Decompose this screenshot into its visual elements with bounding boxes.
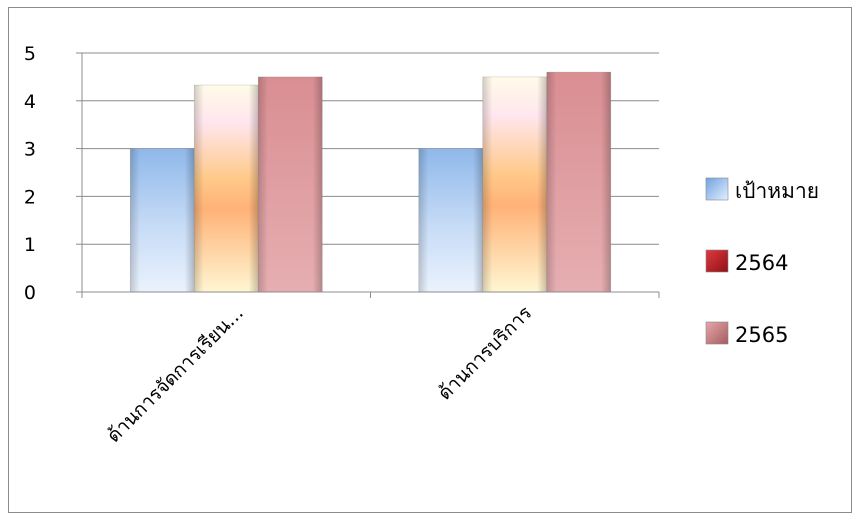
bar-shade-0-2 (258, 76, 323, 293)
y-axis: 0 1 2 3 4 5 (24, 43, 83, 304)
bar-shade-0-0 (130, 148, 195, 292)
legend-label-2: 2565 (735, 323, 788, 347)
bars (129, 71, 612, 293)
y-tick-label-5: 5 (24, 43, 36, 65)
y-tick-label-1: 1 (24, 234, 36, 256)
y-tick-label-2: 2 (24, 186, 36, 208)
bar-shade-1-2 (546, 72, 611, 293)
chart-frame: 0 1 2 3 4 5 ด้านการจัดการเรียน... ด้านการบริกา… (8, 7, 852, 513)
bar-shade-1-0 (418, 148, 483, 292)
x-axis: ด้านการจัดการเรียน... ด้านการบริการ (81, 291, 660, 447)
y-tick-label-4: 4 (24, 91, 36, 113)
bar-chart: 0 1 2 3 4 5 ด้านการจัดการเรียน... ด้านการบริกา… (24, 43, 819, 447)
legend: เป้าหมาย 2564 2565 (705, 177, 819, 347)
category-label-1: ด้านการบริการ (434, 302, 537, 405)
legend-swatch-2 (705, 321, 729, 345)
bar-shade-1-1 (482, 76, 547, 293)
y-tick-label-3: 3 (24, 139, 36, 161)
bar-shade-0-1 (194, 85, 259, 292)
legend-swatch-0 (705, 177, 729, 201)
y-tick-label-0: 0 (24, 282, 36, 304)
category-label-0: ด้านการจัดการเรียน... (103, 302, 248, 447)
legend-swatch-1 (705, 249, 729, 273)
legend-label-1: 2564 (735, 251, 788, 275)
legend-label-0: เป้าหมาย (735, 179, 819, 203)
